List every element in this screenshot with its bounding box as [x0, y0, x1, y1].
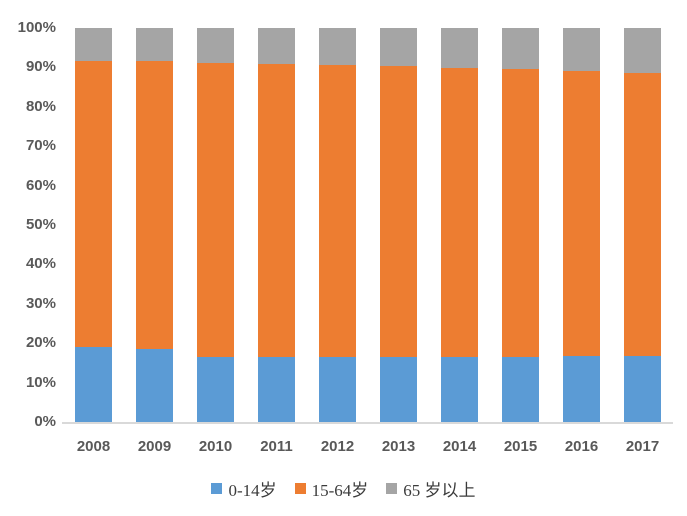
y-tick-label: 70%: [25, 137, 56, 155]
bar-segment-2011: [258, 356, 295, 422]
x-tick-label: 2009: [137, 438, 172, 455]
bar-segment-2014: [441, 67, 478, 357]
x-tick-label: 2008: [76, 438, 111, 455]
legend-label: 0-14岁: [228, 481, 277, 500]
bar-segment-2017: [624, 28, 661, 73]
y-tick-label: 10%: [25, 373, 56, 391]
y-tick-label: 100%: [17, 19, 56, 36]
legend-item: 15-64岁: [294, 476, 369, 501]
legend-swatch-icon: [294, 483, 306, 494]
bar-segment-2009: [136, 349, 173, 422]
bar-segment-2009: [136, 61, 173, 350]
x-tick-label: 2017: [625, 438, 660, 455]
y-tick-label: 60%: [25, 176, 56, 194]
y-tick-label: 0%: [34, 413, 56, 430]
bar-segment-2011: [258, 28, 295, 64]
x-tick-label: 2016: [564, 438, 599, 455]
bar-segment-2015: [502, 69, 539, 357]
legend-item: 0-14岁: [211, 476, 277, 501]
legend-swatch-icon: [386, 483, 398, 494]
x-tick-label: 2010: [198, 438, 233, 455]
bar-segment-2017: [624, 355, 661, 422]
y-tick-label: 20%: [25, 334, 56, 352]
x-axis-line: [62, 422, 673, 424]
bar-segment-2008: [75, 28, 112, 61]
x-tick-label: 2013: [381, 438, 416, 455]
y-tick-label: 30%: [25, 294, 56, 312]
bar-segment-2014: [441, 356, 478, 422]
y-tick-label: 50%: [25, 216, 56, 233]
bar-segment-2008: [75, 60, 112, 348]
bar-segment-2017: [624, 72, 661, 356]
bar-segment-2015: [502, 28, 539, 70]
x-tick-label: 2012: [320, 438, 355, 455]
y-tick-label: 90%: [25, 58, 56, 76]
bar-segment-2010: [197, 356, 234, 422]
bar-segment-2013: [380, 66, 417, 358]
bar-segment-2014: [441, 28, 478, 68]
bar-segment-2016: [563, 356, 600, 422]
bar-segment-2008: [75, 347, 112, 422]
bar-segment-2016: [563, 28, 600, 71]
y-tick-label: 80%: [25, 97, 56, 115]
legend-label: 15-64岁: [311, 481, 369, 500]
bar-segment-2016: [563, 70, 600, 357]
legend-item: 65 岁以上: [386, 476, 476, 501]
bar-segment-2012: [319, 65, 356, 357]
bar-segment-2013: [380, 357, 417, 422]
x-tick-label: 2014: [442, 438, 477, 455]
bar-segment-2013: [380, 28, 417, 67]
bar-segment-2012: [319, 28, 356, 66]
x-tick-label: 2015: [503, 438, 538, 455]
bar-segment-2015: [502, 356, 539, 422]
bar-segment-2012: [319, 356, 356, 422]
legend-label: 65 岁以上: [403, 481, 476, 500]
bar-segment-2009: [136, 28, 173, 62]
bar-segment-2010: [197, 28, 234, 64]
bar-segment-2010: [197, 63, 234, 357]
bar-segment-2011: [258, 63, 295, 357]
x-tick-label: 2011: [260, 438, 293, 455]
y-tick-label: 40%: [25, 255, 56, 273]
legend-swatch-icon: [211, 483, 223, 494]
legend: 0-14岁 15-64岁 65 岁以上: [0, 476, 687, 501]
